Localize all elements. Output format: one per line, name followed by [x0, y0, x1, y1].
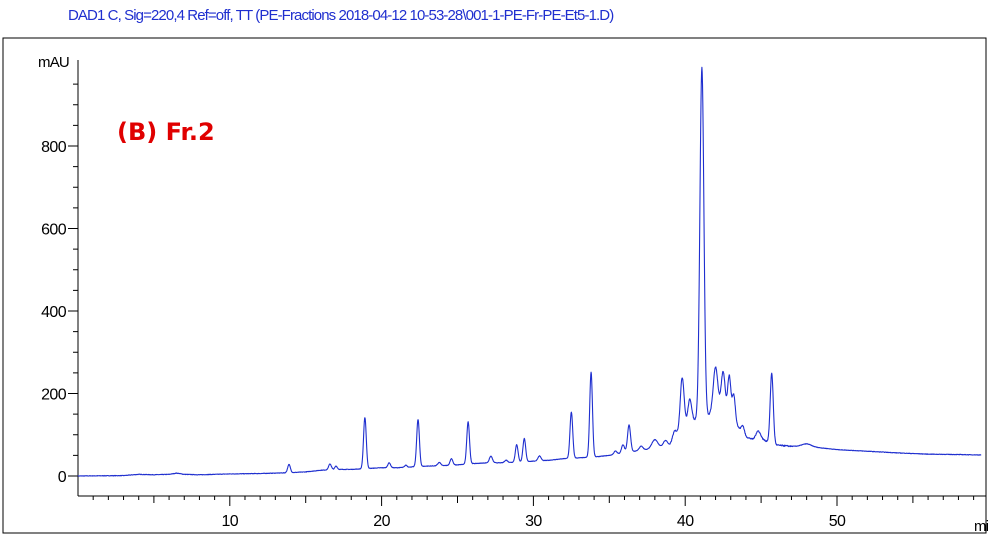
- axis-ticks: 0 200 400 600 800 10 20 30 40 50: [41, 83, 975, 530]
- y-axis-label: mAU: [38, 54, 69, 71]
- y-tick-label: 800: [41, 139, 67, 156]
- plot-frame: [2, 37, 987, 534]
- chart-title: DAD1 C, Sig=220,4 Ref=off, TT (PE-Fracti…: [68, 7, 614, 24]
- x-tick-label: 20: [373, 513, 390, 530]
- x-tick-label: 10: [221, 513, 238, 530]
- fraction-annotation: (B) Fr.2: [117, 118, 215, 146]
- x-tick-label: 50: [829, 513, 846, 530]
- x-tick-label: 30: [525, 513, 542, 530]
- x-tick-label: 40: [677, 513, 694, 530]
- chromatogram-trace: [77, 66, 982, 477]
- y-tick-label: 200: [41, 387, 67, 404]
- y-tick-label: 600: [41, 222, 67, 239]
- y-tick-label: 0: [58, 469, 67, 486]
- y-tick-label: 400: [41, 304, 67, 321]
- x-axis-label: mi: [974, 518, 988, 535]
